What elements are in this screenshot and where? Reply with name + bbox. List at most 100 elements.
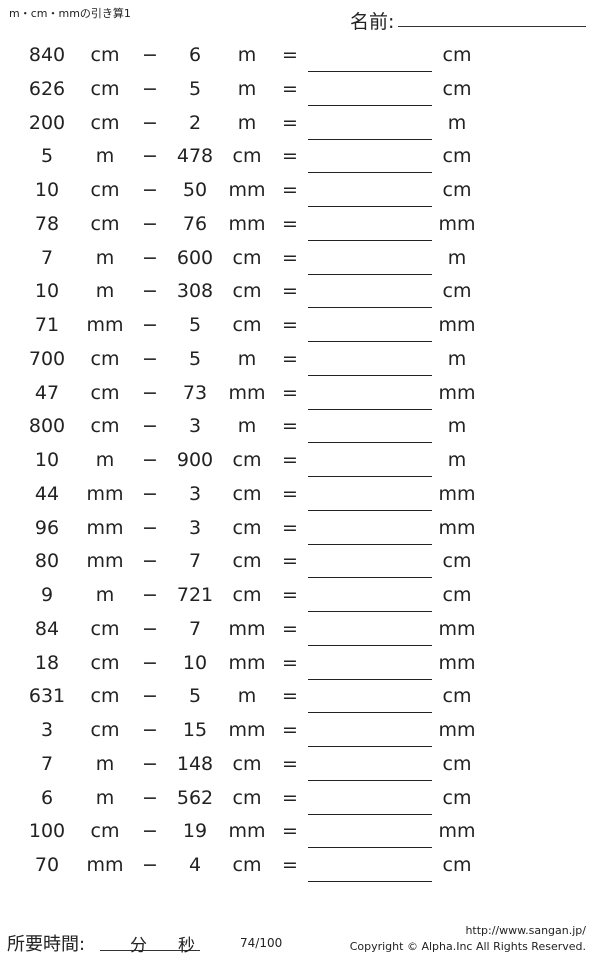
time-field[interactable] — [100, 950, 200, 951]
problem-row: 840 cm −6 m = cm — [0, 44, 600, 74]
operand-b: 7 — [188, 550, 202, 573]
equals-sign: = — [282, 449, 298, 471]
equals-sign: = — [282, 752, 298, 775]
equals-sign: = — [282, 314, 298, 336]
minus-sign: − — [142, 212, 158, 235]
answer-field[interactable] — [308, 71, 432, 72]
minus-sign: − — [142, 820, 158, 843]
problem-row: 47 cm − 73 mm = mm — [0, 382, 600, 412]
minus-sign: − — [142, 111, 158, 134]
answer-field[interactable] — [308, 644, 432, 646]
minus-sign: − — [142, 449, 158, 471]
answer-field[interactable] — [308, 138, 432, 140]
equals-sign: = — [282, 145, 298, 168]
answer-field[interactable] — [308, 206, 432, 207]
answer-unit: m — [447, 246, 467, 269]
unit-b: m — [237, 685, 257, 708]
problem-row: 70 mm − 4 cm = cm — [0, 854, 600, 884]
answer-unit: mm — [438, 381, 476, 404]
copyright: Copyright © Alpha.Inc All Rights Reserve… — [349, 940, 586, 953]
minus-sign: − — [142, 347, 158, 370]
seconds-label: 秒 — [178, 936, 195, 956]
answer-field[interactable] — [308, 273, 432, 275]
operand-a: 80 — [34, 550, 60, 573]
operand-b: 721 — [176, 584, 214, 606]
site-url[interactable]: http://www.sangan.jp/ — [465, 924, 586, 937]
answer-field[interactable] — [308, 881, 432, 882]
answer-unit: m — [447, 449, 467, 471]
answer-field[interactable] — [308, 442, 432, 444]
answer-field[interactable] — [308, 847, 432, 849]
unit-b: m — [237, 347, 257, 370]
unit-a: cm — [90, 179, 120, 201]
answer-unit: m — [447, 111, 467, 134]
equals-sign: = — [282, 482, 298, 505]
answer-field[interactable] — [308, 104, 432, 106]
problem-row: 9 m −721 cm = cm — [0, 584, 600, 614]
unit-b: cm — [232, 752, 262, 775]
equals-sign: = — [282, 820, 298, 843]
unit-b: cm — [232, 246, 262, 269]
unit-b: cm — [232, 280, 262, 303]
answer-field[interactable] — [308, 172, 432, 174]
minus-sign: − — [142, 786, 158, 809]
operand-a: 9 — [40, 584, 54, 606]
name-field[interactable] — [398, 26, 586, 27]
problem-row: 800 cm − 3 m = m — [0, 415, 600, 445]
answer-field[interactable] — [308, 476, 432, 477]
answer-field[interactable] — [308, 577, 432, 579]
unit-b: m — [237, 77, 257, 100]
answer-field[interactable] — [308, 239, 432, 241]
operand-a: 10 — [34, 449, 60, 471]
unit-b: mm — [228, 820, 266, 843]
problem-row: 80 mm − 7 cm = cm — [0, 550, 600, 580]
operand-b: 600 — [176, 246, 214, 269]
unit-b: cm — [232, 482, 262, 505]
unit-a: m — [95, 280, 115, 303]
answer-field[interactable] — [308, 779, 432, 781]
unit-b: cm — [232, 516, 262, 539]
operand-b: 4 — [188, 854, 202, 876]
answer-unit: mm — [438, 516, 476, 539]
unit-b: mm — [228, 212, 266, 235]
equals-sign: = — [282, 617, 298, 640]
answer-field[interactable] — [308, 813, 432, 815]
operand-a: 7 — [40, 246, 54, 269]
answer-unit: cm — [442, 280, 472, 303]
operand-a: 6 — [40, 786, 54, 809]
equals-sign: = — [282, 550, 298, 573]
answer-unit: cm — [442, 584, 472, 606]
answer-field[interactable] — [308, 509, 432, 511]
problem-row: 6 m −562 cm = cm — [0, 787, 600, 817]
unit-b: mm — [228, 617, 266, 640]
answer-unit: mm — [438, 314, 476, 336]
answer-field[interactable] — [308, 408, 432, 410]
unit-a: mm — [86, 314, 124, 336]
answer-field[interactable] — [308, 543, 432, 545]
answer-field[interactable] — [308, 374, 432, 376]
answer-unit: cm — [442, 179, 472, 201]
answer-field[interactable] — [308, 611, 432, 612]
equals-sign: = — [282, 651, 298, 674]
equals-sign: = — [282, 516, 298, 539]
unit-a: m — [95, 752, 115, 775]
equals-sign: = — [282, 584, 298, 606]
answer-unit: cm — [442, 786, 472, 809]
operand-b: 148 — [176, 752, 214, 775]
answer-field[interactable] — [308, 746, 432, 747]
answer-field[interactable] — [308, 678, 432, 680]
operand-a: 631 — [28, 685, 66, 708]
answer-field[interactable] — [308, 712, 432, 714]
equals-sign: = — [282, 111, 298, 134]
operand-b: 5 — [188, 685, 202, 708]
unit-a: m — [95, 246, 115, 269]
answer-field[interactable] — [308, 341, 432, 342]
equals-sign: = — [282, 246, 298, 269]
unit-a: cm — [90, 685, 120, 708]
operand-b: 5 — [188, 314, 202, 336]
operand-b: 308 — [176, 280, 214, 303]
unit-b: m — [237, 44, 257, 66]
answer-field[interactable] — [308, 307, 432, 309]
answer-unit: mm — [438, 482, 476, 505]
answer-unit: m — [447, 415, 467, 438]
